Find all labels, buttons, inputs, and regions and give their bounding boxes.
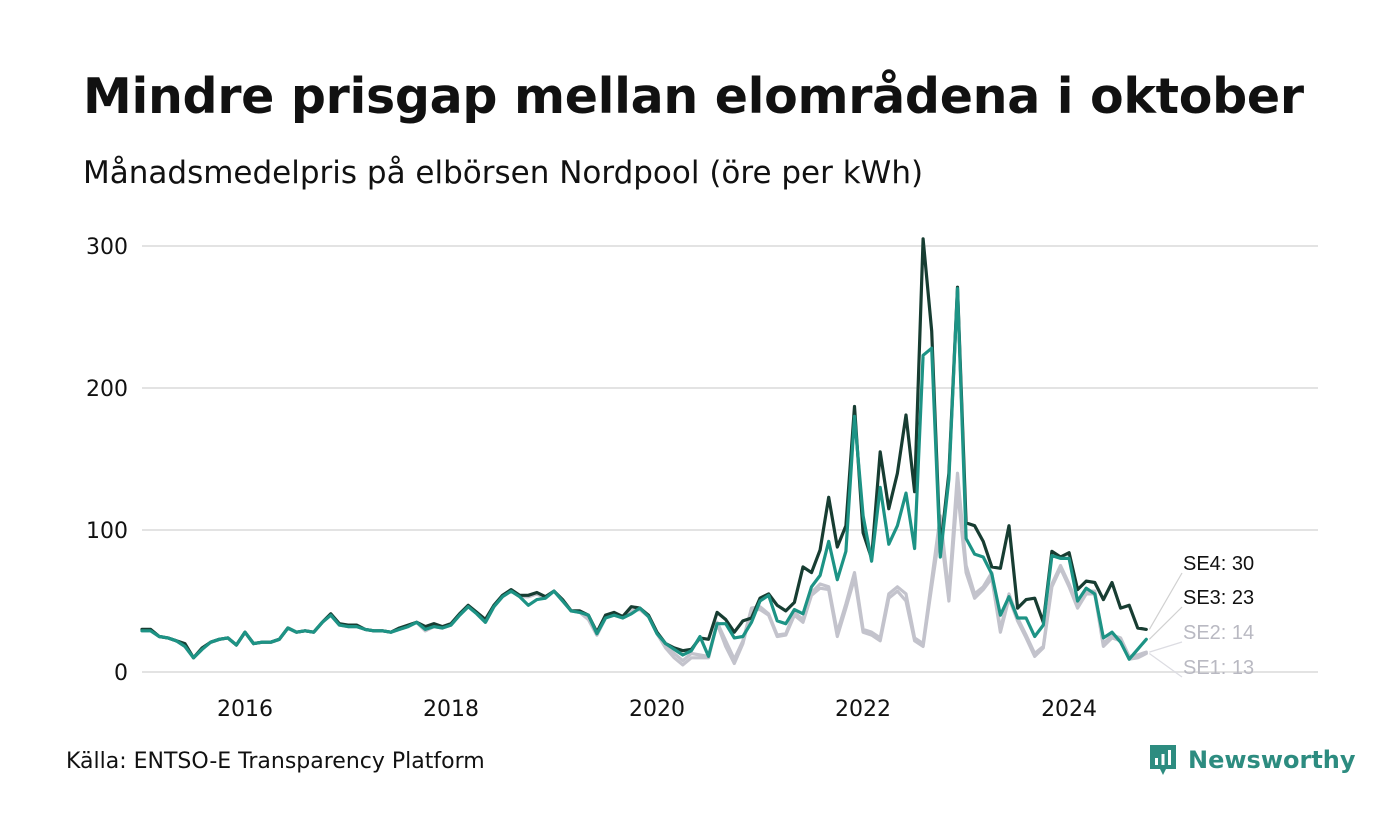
end-label-leader-se4 xyxy=(1148,572,1183,630)
x-tick-label-2024: 2024 xyxy=(1041,697,1097,722)
y-tick-label-0: 0 xyxy=(114,661,128,686)
end-label-leader-se3 xyxy=(1148,606,1183,640)
brand-name: Newsworthy xyxy=(1188,746,1356,774)
end-label-se1: SE1: 13 xyxy=(1183,657,1254,679)
x-tick-label-2016: 2016 xyxy=(217,697,273,722)
chart-subtitle: Månadsmedelpris på elbörsen Nordpool (ör… xyxy=(83,155,924,191)
y-tick-label-300: 300 xyxy=(86,235,128,260)
series-line-se3 xyxy=(140,287,1148,661)
x-tick-label-2022: 2022 xyxy=(835,697,891,722)
y-tick-label-200: 200 xyxy=(86,377,128,402)
x-tick-label-2018: 2018 xyxy=(423,697,479,722)
newsworthy-logo-icon xyxy=(1150,745,1176,775)
chart-title: Mindre prisgap mellan elområdena i oktob… xyxy=(83,68,1304,125)
end-label-leader-se1 xyxy=(1148,653,1183,678)
line-chart: 0 100 200 300 2016 2018 2020 2022 2024 SE4: 30 SE3… xyxy=(86,235,1318,722)
end-label-se3: SE3: 23 xyxy=(1183,587,1254,609)
source-note: Källa: ENTSO-E Transparency Platform xyxy=(66,749,485,774)
series-line-se1 xyxy=(140,488,1148,667)
end-label-se2: SE2: 14 xyxy=(1183,622,1254,644)
x-tick-label-2020: 2020 xyxy=(629,697,685,722)
end-label-leader-se2 xyxy=(1149,641,1183,653)
end-label-se4: SE4: 30 xyxy=(1183,553,1254,575)
brand: Newsworthy xyxy=(1148,743,1356,777)
y-tick-label-100: 100 xyxy=(86,519,128,544)
